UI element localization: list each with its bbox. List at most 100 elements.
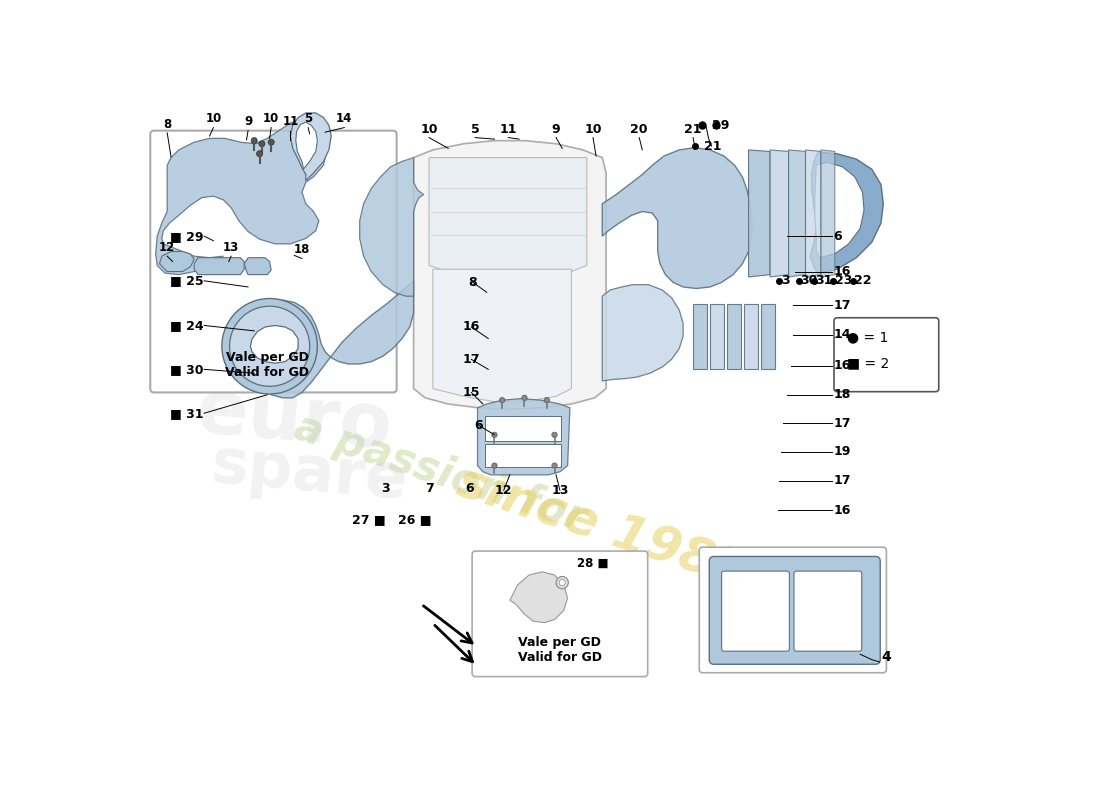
Polygon shape bbox=[770, 150, 789, 277]
Polygon shape bbox=[749, 150, 770, 277]
Text: 12: 12 bbox=[495, 484, 513, 497]
Text: 21: 21 bbox=[684, 123, 702, 136]
Polygon shape bbox=[815, 162, 865, 258]
Polygon shape bbox=[727, 304, 741, 370]
Text: 9: 9 bbox=[552, 123, 560, 136]
Circle shape bbox=[552, 463, 558, 468]
Text: 28 ■: 28 ■ bbox=[576, 557, 608, 570]
Text: 27 ■: 27 ■ bbox=[352, 513, 386, 526]
Text: a passion for: a passion for bbox=[289, 406, 592, 540]
Text: 10: 10 bbox=[420, 123, 438, 136]
Circle shape bbox=[499, 398, 505, 403]
Polygon shape bbox=[290, 113, 331, 181]
Polygon shape bbox=[477, 398, 570, 475]
Text: 8: 8 bbox=[469, 276, 477, 289]
Text: 6: 6 bbox=[834, 230, 842, 242]
Text: 16: 16 bbox=[834, 359, 850, 372]
Circle shape bbox=[552, 432, 558, 438]
Text: 8: 8 bbox=[163, 118, 172, 130]
Text: 3: 3 bbox=[781, 274, 790, 287]
FancyBboxPatch shape bbox=[834, 318, 938, 392]
Polygon shape bbox=[414, 141, 606, 410]
Text: ■ 25: ■ 25 bbox=[169, 274, 204, 287]
Circle shape bbox=[521, 395, 527, 401]
Circle shape bbox=[256, 150, 263, 157]
Text: 18: 18 bbox=[834, 388, 850, 402]
FancyBboxPatch shape bbox=[700, 547, 887, 673]
Polygon shape bbox=[296, 122, 318, 169]
Text: 15: 15 bbox=[463, 386, 480, 399]
Polygon shape bbox=[360, 158, 424, 296]
Text: 29: 29 bbox=[712, 118, 729, 132]
Text: 30: 30 bbox=[800, 274, 817, 287]
FancyBboxPatch shape bbox=[794, 571, 861, 651]
Text: 23: 23 bbox=[835, 274, 852, 287]
Polygon shape bbox=[160, 251, 195, 271]
Polygon shape bbox=[693, 304, 707, 370]
Text: ■ 29: ■ 29 bbox=[169, 230, 204, 242]
Text: 16: 16 bbox=[834, 265, 850, 278]
Polygon shape bbox=[805, 150, 821, 277]
FancyBboxPatch shape bbox=[710, 557, 880, 664]
Text: 3: 3 bbox=[381, 482, 389, 495]
Text: 7: 7 bbox=[425, 482, 433, 495]
Circle shape bbox=[258, 141, 265, 147]
Text: 17: 17 bbox=[463, 353, 480, 366]
Circle shape bbox=[559, 579, 565, 586]
Text: 31: 31 bbox=[815, 274, 833, 287]
Circle shape bbox=[544, 398, 550, 403]
Text: 10: 10 bbox=[263, 112, 279, 126]
Polygon shape bbox=[744, 304, 758, 370]
Text: spare: spare bbox=[209, 435, 410, 512]
Text: 13: 13 bbox=[223, 241, 239, 254]
Text: Vale per GD
Valid for GD: Vale per GD Valid for GD bbox=[518, 636, 602, 664]
Polygon shape bbox=[156, 119, 327, 274]
Polygon shape bbox=[603, 147, 751, 289]
Circle shape bbox=[222, 298, 318, 394]
Bar bbox=[485, 444, 561, 467]
Text: 10: 10 bbox=[206, 112, 221, 126]
Polygon shape bbox=[711, 304, 724, 370]
Bar bbox=[485, 416, 561, 441]
Circle shape bbox=[268, 139, 274, 146]
FancyBboxPatch shape bbox=[722, 571, 790, 651]
Text: 17: 17 bbox=[834, 474, 850, 487]
Polygon shape bbox=[810, 152, 883, 273]
Polygon shape bbox=[244, 258, 271, 274]
Text: 21: 21 bbox=[704, 139, 722, 153]
Text: 20: 20 bbox=[630, 123, 648, 136]
Polygon shape bbox=[433, 270, 572, 402]
Polygon shape bbox=[249, 281, 414, 398]
Circle shape bbox=[492, 463, 497, 468]
Text: 13: 13 bbox=[551, 484, 569, 497]
Text: 12: 12 bbox=[160, 241, 175, 254]
Text: ■ 31: ■ 31 bbox=[169, 406, 204, 420]
Polygon shape bbox=[761, 304, 774, 370]
Text: 19: 19 bbox=[834, 446, 850, 458]
Text: since 1985: since 1985 bbox=[451, 458, 754, 597]
Text: 11: 11 bbox=[499, 123, 517, 136]
Polygon shape bbox=[429, 158, 587, 278]
Text: 18: 18 bbox=[294, 243, 310, 256]
Text: 16: 16 bbox=[834, 504, 850, 517]
Text: ● = 1: ● = 1 bbox=[847, 330, 889, 345]
FancyBboxPatch shape bbox=[151, 130, 397, 393]
Text: ■ = 2: ■ = 2 bbox=[847, 356, 890, 370]
Text: 9: 9 bbox=[244, 115, 252, 128]
Text: 17: 17 bbox=[834, 299, 850, 312]
Text: 5: 5 bbox=[304, 112, 312, 126]
Text: 6: 6 bbox=[465, 482, 474, 495]
Circle shape bbox=[557, 577, 569, 589]
Polygon shape bbox=[195, 258, 244, 274]
Text: 14: 14 bbox=[337, 112, 352, 126]
Text: 17: 17 bbox=[834, 417, 850, 430]
Text: 6: 6 bbox=[475, 419, 483, 432]
Text: 10: 10 bbox=[584, 123, 602, 136]
Circle shape bbox=[492, 432, 497, 438]
Text: 26 ■: 26 ■ bbox=[398, 513, 431, 526]
Text: Vale per GD
Valid for GD: Vale per GD Valid for GD bbox=[226, 351, 309, 379]
Polygon shape bbox=[251, 326, 298, 363]
Text: ■ 30: ■ 30 bbox=[169, 363, 204, 376]
Text: 11: 11 bbox=[283, 115, 298, 128]
Text: 5: 5 bbox=[471, 123, 480, 136]
